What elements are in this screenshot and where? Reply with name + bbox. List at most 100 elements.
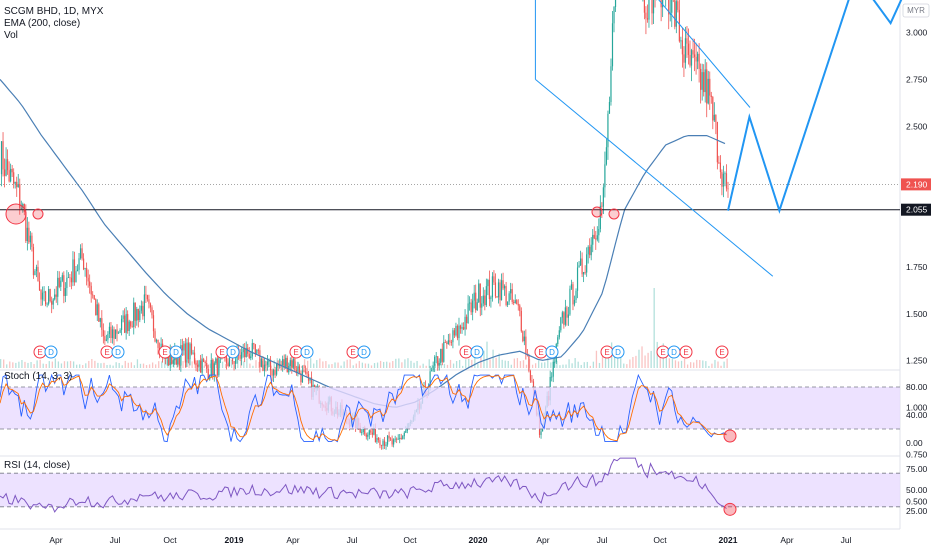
candle-body — [274, 369, 276, 375]
volume-bar — [617, 353, 619, 368]
volume-bar — [489, 359, 491, 368]
candle-body — [652, 0, 655, 14]
candle-body — [572, 284, 574, 305]
volume-bar — [541, 362, 543, 368]
volume-bar — [127, 362, 129, 368]
volume-bar — [124, 360, 126, 368]
highlight-circle — [591, 206, 603, 218]
candle-body — [402, 436, 404, 440]
volume-bar — [492, 349, 494, 368]
candle-body — [674, 0, 676, 27]
price-tick-label: 0.500 — [906, 496, 928, 506]
time-tick-label: Oct — [653, 535, 667, 545]
event-marker-label: D — [671, 348, 677, 357]
candle-body — [227, 363, 229, 367]
candle-body — [291, 360, 293, 368]
candle-body — [643, 0, 646, 13]
candle-body — [263, 364, 266, 371]
candle-body — [32, 246, 35, 276]
currency-label: MYR — [907, 6, 925, 15]
candle-body — [233, 361, 235, 364]
volume-bar — [686, 364, 689, 368]
candle-body — [523, 336, 525, 342]
volume-bar — [683, 358, 686, 368]
support-price-label: 2.055 — [906, 205, 928, 215]
candle-body — [120, 318, 123, 331]
candle-body — [245, 347, 247, 358]
candle-body — [187, 342, 190, 360]
candle-body — [73, 259, 76, 283]
volume-bar — [522, 360, 525, 368]
volume-bar — [419, 365, 421, 368]
volume-bar — [39, 359, 41, 368]
candle-body — [503, 286, 506, 289]
candle-body — [403, 432, 405, 437]
volume-bar — [176, 360, 178, 368]
volume-bar — [379, 360, 382, 368]
volume-bar — [547, 358, 549, 368]
highlight-circle — [608, 208, 620, 220]
candle-body — [117, 332, 120, 334]
channel-lower-line — [535, 78, 774, 277]
time-tick-label: Jul — [597, 535, 608, 545]
price-candles — [0, 0, 729, 450]
currency-box — [902, 3, 930, 18]
candle-body — [373, 428, 375, 435]
volume-bar — [471, 359, 473, 368]
volume-bar — [33, 364, 35, 368]
candle-body — [43, 291, 45, 293]
candle-body — [210, 359, 212, 378]
candle-body — [447, 340, 449, 345]
candle-body — [467, 303, 469, 324]
candle-body — [215, 358, 217, 364]
candle-body — [444, 342, 446, 343]
channel-upper-line — [658, 0, 751, 108]
volume-bar — [355, 363, 357, 368]
time-tick-label: Jul — [110, 535, 121, 545]
candle-body — [114, 329, 117, 339]
candle-body — [228, 355, 231, 367]
volume-bar — [294, 361, 297, 368]
dividend-marker — [357, 345, 371, 359]
candle-body — [61, 275, 63, 281]
candle-body — [10, 168, 12, 182]
candle-body — [494, 282, 497, 297]
candle-body — [206, 363, 208, 369]
volume-bar — [24, 361, 26, 368]
candle-body — [286, 357, 288, 373]
candle-body — [52, 299, 54, 305]
volume-bar — [115, 362, 117, 368]
candle-body — [718, 162, 720, 164]
volume-bar — [553, 361, 555, 368]
candle-body — [154, 331, 156, 342]
grid — [0, 0, 901, 530]
drawings[interactable] — [0, 0, 932, 277]
candle-body — [69, 277, 71, 279]
candle-body — [668, 0, 670, 15]
candle-body — [122, 315, 124, 319]
candle-body — [520, 310, 522, 332]
volume-bar — [565, 364, 567, 368]
candle-body — [651, 0, 653, 14]
candle-body — [37, 266, 39, 282]
price-tick-label: 1.000 — [906, 403, 928, 413]
event-marker-label: D — [173, 348, 179, 357]
candle-body — [266, 361, 269, 365]
candle-body — [298, 366, 301, 374]
candle-body — [49, 289, 51, 302]
volume-bar — [595, 350, 598, 368]
volume-bar — [693, 362, 695, 368]
volume-bar — [680, 360, 683, 368]
volume-bar — [358, 361, 360, 368]
event-marker-label: E — [104, 348, 109, 357]
volume-bar — [422, 363, 424, 368]
candle-body — [134, 302, 136, 321]
candle-body — [11, 168, 13, 173]
stoch-pane — [0, 373, 900, 443]
candle-body — [469, 302, 471, 304]
candle-body — [212, 359, 214, 376]
candle-body — [151, 307, 153, 316]
